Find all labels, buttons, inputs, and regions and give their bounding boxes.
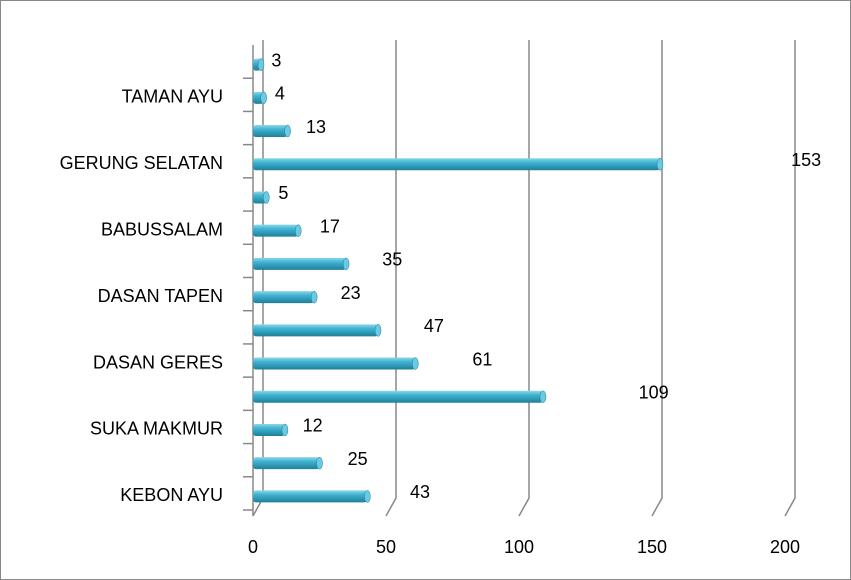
value-label: 25 [348,449,368,469]
bar-end [263,191,270,204]
bar-end [374,324,382,337]
x-tick-label: 200 [770,537,800,557]
value-label: 5 [278,183,288,203]
bar [253,324,379,337]
y-tick-label: SUKA MAKMUR [90,419,223,439]
grid-line [651,40,663,517]
bar [253,125,288,138]
bar [253,224,299,237]
bar-end [364,490,371,503]
value-label: 12 [303,416,323,436]
bar [253,257,347,270]
y-tick-label: DASAN TAPEN [98,286,223,306]
bar-end [294,224,302,237]
grid-line [385,40,397,517]
bar-end [316,456,323,470]
bar [253,291,315,304]
bar-end [412,357,419,370]
value-label: 47 [424,316,444,336]
value-label: 4 [275,84,285,104]
bar [253,158,660,171]
value-label: 17 [320,216,340,236]
bar [253,357,416,370]
y-tick-label: BABUSSALAM [101,219,223,239]
bar-end [310,290,318,304]
x-tick-label: 100 [504,537,534,557]
y-tick-label: KEBON AYU [120,485,223,505]
x-tick-label: 0 [248,537,258,557]
x-tick-label: 150 [637,537,667,557]
value-label: 153 [791,150,821,170]
grid-line [784,40,796,517]
value-label: 61 [472,349,492,369]
value-label: 3 [271,50,281,70]
y-tick-label: TAMAN AYU [122,87,223,107]
value-label: 43 [410,482,430,502]
x-tick-label: 50 [376,537,396,557]
value-label: 109 [639,383,669,403]
y-tick-label: DASAN GERES [93,352,223,372]
value-label: 13 [306,117,326,137]
bar-end [260,91,267,105]
bar [253,457,320,470]
bar [253,490,368,503]
bar [253,191,267,204]
bar-end [539,390,547,403]
bar-end [281,423,289,437]
bar-end [284,124,291,138]
value-label: 23 [341,283,361,303]
value-label: 35 [382,250,402,270]
grid-line [518,40,530,517]
bar-end [656,158,664,171]
bar [253,423,285,436]
bar [253,390,543,403]
y-tick-label: GERUNG SELATAN [60,153,223,173]
bar-end [257,58,265,71]
bar-end [342,257,350,271]
